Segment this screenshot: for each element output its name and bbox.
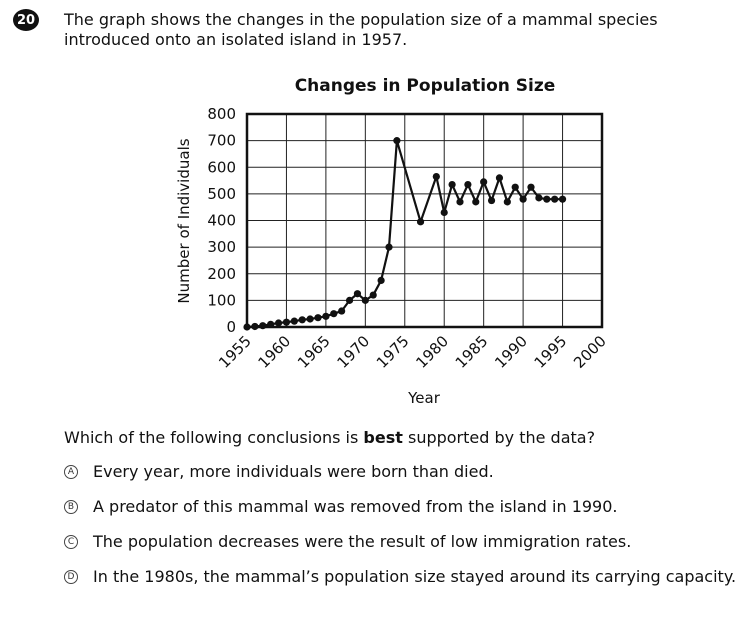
y-tick-label: 200 bbox=[207, 265, 236, 283]
chart-title: Changes in Population Size bbox=[294, 76, 556, 96]
data-point bbox=[487, 196, 496, 205]
data-point bbox=[511, 183, 519, 191]
data-point bbox=[551, 195, 559, 203]
data-point bbox=[314, 314, 322, 322]
x-tick-label: 1995 bbox=[531, 332, 571, 372]
data-point bbox=[361, 296, 369, 304]
question-number-badge: 20 bbox=[13, 9, 39, 31]
x-tick-label: 1960 bbox=[255, 332, 295, 372]
option-text-b: A predator of this mammal was removed fr… bbox=[93, 497, 618, 516]
data-point bbox=[322, 312, 330, 320]
data-point bbox=[353, 290, 362, 298]
option-letter-d: D bbox=[64, 569, 78, 584]
x-tick-label: 1965 bbox=[294, 332, 334, 372]
data-point bbox=[519, 195, 527, 203]
answer-option-d[interactable]: D In the 1980s, the mammal’s population … bbox=[64, 567, 736, 586]
answer-option-b[interactable]: B A predator of this mammal was removed … bbox=[64, 497, 618, 516]
data-point bbox=[267, 320, 275, 328]
data-point bbox=[464, 180, 472, 189]
option-letter-a: A bbox=[64, 464, 78, 479]
data-point bbox=[330, 310, 338, 318]
data-point bbox=[345, 296, 354, 304]
data-point bbox=[259, 322, 267, 330]
x-axis-label: Year bbox=[407, 389, 441, 407]
data-point bbox=[456, 198, 464, 206]
data-point bbox=[535, 194, 543, 202]
y-tick-label: 600 bbox=[207, 158, 236, 176]
data-point bbox=[416, 218, 425, 226]
data-point bbox=[448, 180, 456, 189]
data-point bbox=[440, 208, 448, 217]
y-tick-label: 800 bbox=[207, 105, 236, 123]
data-point bbox=[480, 178, 488, 186]
y-tick-label: 700 bbox=[207, 132, 236, 150]
plot-frame bbox=[245, 112, 604, 329]
data-point bbox=[369, 291, 377, 299]
data-point bbox=[393, 137, 401, 145]
data-point bbox=[251, 322, 259, 331]
answer-option-a[interactable]: A Every year, more individuals were born… bbox=[64, 462, 494, 481]
data-point bbox=[377, 276, 385, 285]
option-text-a: Every year, more individuals were born t… bbox=[93, 462, 494, 481]
data-point bbox=[338, 307, 346, 315]
question-stem: The graph shows the changes in the popul… bbox=[64, 10, 658, 49]
data-point bbox=[527, 183, 535, 191]
prompt-text-start: Which of the following conclusions is bbox=[64, 428, 364, 447]
prompt-text-end: supported by the data? bbox=[402, 428, 596, 447]
y-axis-label: Number of Individuals bbox=[175, 138, 193, 303]
question-prompt: Which of the following conclusions is be… bbox=[64, 428, 595, 447]
data-point bbox=[282, 318, 291, 326]
x-tick-label: 1975 bbox=[373, 332, 413, 372]
option-letter-c: C bbox=[64, 534, 78, 549]
data-point bbox=[503, 198, 511, 206]
y-tick-label: 300 bbox=[207, 238, 236, 256]
data-point bbox=[298, 316, 306, 324]
data-point bbox=[495, 174, 504, 182]
x-tick-label: 1985 bbox=[452, 332, 492, 372]
data-point bbox=[306, 315, 314, 323]
data-point bbox=[290, 317, 298, 325]
data-point bbox=[385, 243, 393, 251]
data-point bbox=[558, 195, 567, 203]
x-tick-label: 2000 bbox=[570, 332, 610, 372]
data-point bbox=[243, 323, 251, 331]
x-tick-label: 1980 bbox=[412, 332, 452, 372]
x-tick-label: 1990 bbox=[491, 332, 531, 372]
answer-option-c[interactable]: C The population decreases were the resu… bbox=[64, 532, 631, 551]
data-point bbox=[274, 319, 283, 327]
y-tick-label: 100 bbox=[207, 291, 236, 309]
option-letter-b: B bbox=[64, 499, 78, 514]
option-text-d: In the 1980s, the mammal’s population si… bbox=[93, 567, 737, 586]
option-text-c: The population decreases were the result… bbox=[93, 532, 632, 551]
prompt-emphasis: best bbox=[363, 428, 403, 447]
data-point bbox=[543, 195, 551, 203]
y-tick-label: 500 bbox=[207, 185, 236, 203]
y-tick-label: 0 bbox=[226, 318, 236, 336]
y-tick-label: 400 bbox=[207, 212, 236, 230]
x-tick-label: 1970 bbox=[333, 332, 373, 372]
data-point bbox=[472, 198, 480, 206]
x-tick-label: 1955 bbox=[215, 332, 255, 372]
data-point bbox=[432, 172, 440, 181]
